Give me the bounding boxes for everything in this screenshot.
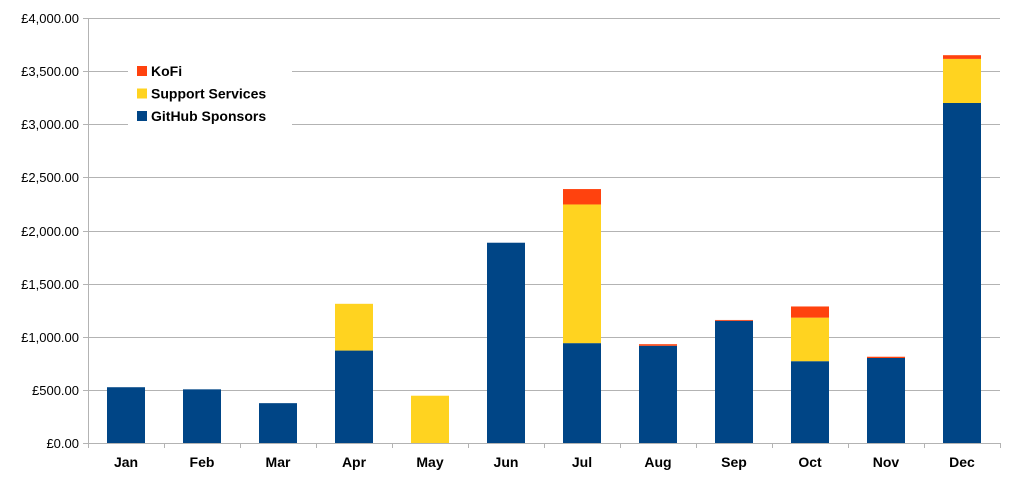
legend-label: GitHub Sponsors [151, 108, 266, 124]
x-tick-label: May [416, 454, 443, 470]
x-tick-label: Apr [342, 454, 367, 470]
bar-segment-github-sponsors-sep [715, 320, 753, 443]
bar-segment-github-sponsors-jun [487, 242, 525, 443]
legend-label: KoFi [151, 63, 182, 79]
bar-segment-support-services-may [411, 395, 449, 443]
legend-swatch [137, 66, 147, 76]
x-tick-label: Oct [798, 454, 822, 470]
x-tick-label: Jul [572, 454, 592, 470]
y-tick-label: £500.00 [32, 383, 79, 398]
bar-segment-kofi-sep [715, 319, 753, 321]
y-tick-label: £0.00 [46, 436, 79, 451]
bars [107, 55, 981, 444]
bar-segment-support-services-oct [791, 317, 829, 362]
bar-segment-github-sponsors-apr [335, 350, 373, 443]
y-tick-label: £4,000.00 [21, 11, 79, 26]
legend-swatch [137, 88, 147, 99]
bar-segment-kofi-jul [563, 189, 601, 205]
bar-segment-github-sponsors-aug [639, 345, 677, 443]
x-axis-tick-labels: Jan Feb Mar Apr May Jun Jul Aug Sep Oct Nov Dec [114, 454, 975, 470]
legend-swatch [137, 111, 147, 121]
bar-segment-github-sponsors-dec [943, 103, 981, 443]
x-tick-label: Dec [949, 454, 975, 470]
y-tick-label: £3,500.00 [21, 64, 79, 79]
bar-segment-github-sponsors-mar [259, 403, 297, 443]
bar-segment-github-sponsors-jan [107, 387, 145, 443]
x-tick-label: Mar [266, 454, 291, 470]
y-tick-label: £3,000.00 [21, 117, 79, 132]
bar-segment-support-services-dec [943, 58, 981, 103]
legend: KoFi Support Services GitHub Sponsors [128, 58, 292, 128]
bar-segment-kofi-oct [791, 306, 829, 318]
x-tick-label: Jan [114, 454, 138, 470]
bar-segment-github-sponsors-nov [867, 358, 905, 443]
legend-label: Support Services [151, 86, 266, 102]
bar-segment-github-sponsors-oct [791, 361, 829, 443]
y-tick-label: £1,000.00 [21, 330, 79, 345]
bar-segment-kofi-aug [639, 344, 677, 346]
bar-segment-kofi-nov [867, 356, 905, 358]
x-tick-label: Feb [190, 454, 215, 470]
bar-segment-support-services-apr [335, 303, 373, 351]
bar-segment-github-sponsors-feb [183, 389, 221, 443]
bar-segment-github-sponsors-jul [563, 343, 601, 444]
x-tick-label: Nov [873, 454, 900, 470]
x-tick-label: Jun [494, 454, 519, 470]
x-tick-label: Sep [721, 454, 747, 470]
y-tick-label: £2,000.00 [21, 224, 79, 239]
y-tick-label: £1,500.00 [21, 277, 79, 292]
bar-segment-kofi-dec [943, 55, 981, 59]
x-tick-label: Aug [644, 454, 671, 470]
y-tick-label: £2,500.00 [21, 170, 79, 185]
bar-segment-support-services-jul [563, 204, 601, 344]
y-axis-tick-labels: £0.00 £500.00 £1,000.00 £1,500.00 £2,000.00 £… [21, 11, 79, 451]
legend-box [128, 58, 292, 128]
